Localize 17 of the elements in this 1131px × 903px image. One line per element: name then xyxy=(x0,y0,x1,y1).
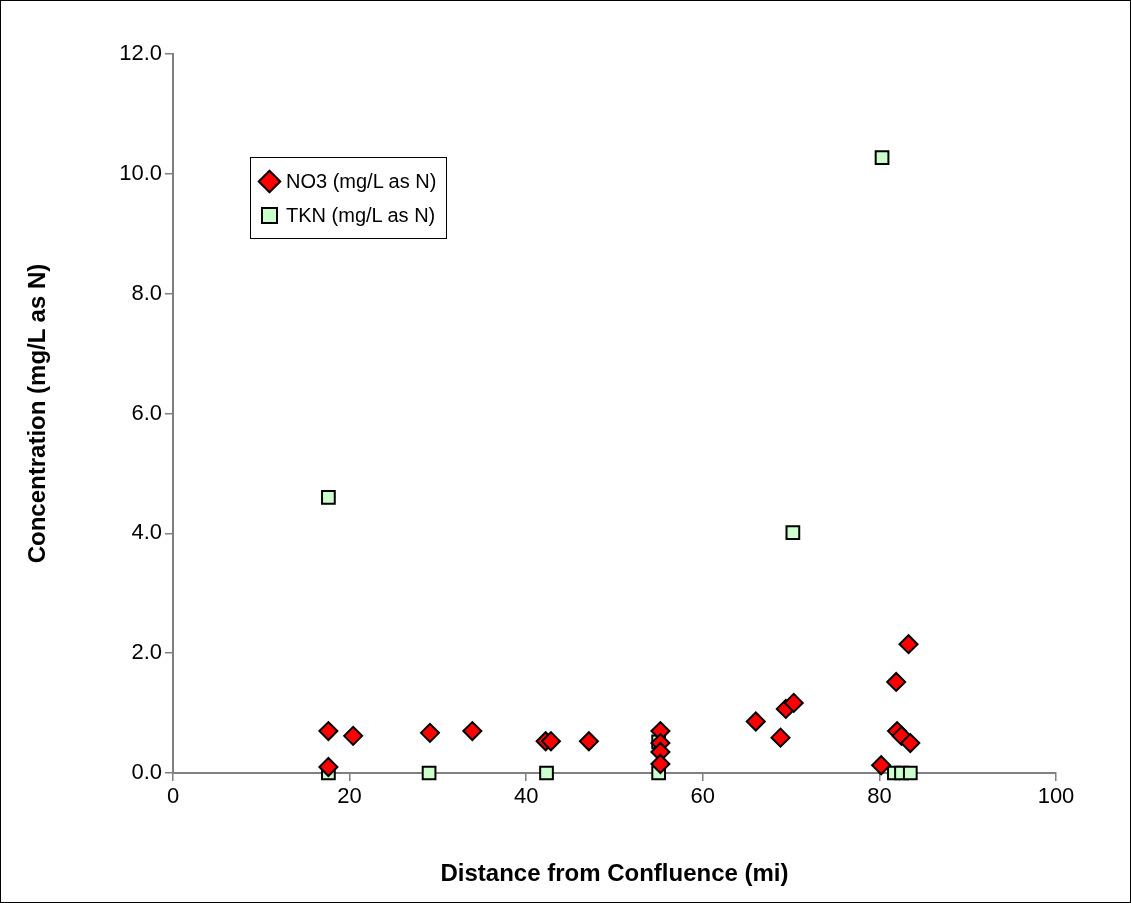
x-tick-label: 40 xyxy=(513,783,539,809)
legend-label: TKN (mg/L as N) xyxy=(286,203,436,227)
x-axis-title: Distance from Confluence (mi) xyxy=(440,859,789,887)
y-tick-label: 4.0 xyxy=(131,519,162,545)
y-tick-label: 10.0 xyxy=(119,159,162,185)
y-tick-label: 2.0 xyxy=(131,639,162,665)
x-tick-label: 80 xyxy=(867,783,892,809)
x-tick-label: 100 xyxy=(1037,783,1075,809)
y-axis-title: Concentration (mg/L as N) xyxy=(23,263,51,564)
y-tick-label: 8.0 xyxy=(131,279,162,305)
y-tick-label: 6.0 xyxy=(131,399,162,425)
legend-label: NO3 (mg/L as N) xyxy=(286,169,437,193)
y-tick-label: 0.0 xyxy=(131,759,162,785)
y-tick-label: 12.0 xyxy=(119,40,162,66)
x-tick-label: 20 xyxy=(337,783,362,809)
x-tick-label: 60 xyxy=(690,783,716,809)
x-tick-label: 0 xyxy=(166,783,180,809)
